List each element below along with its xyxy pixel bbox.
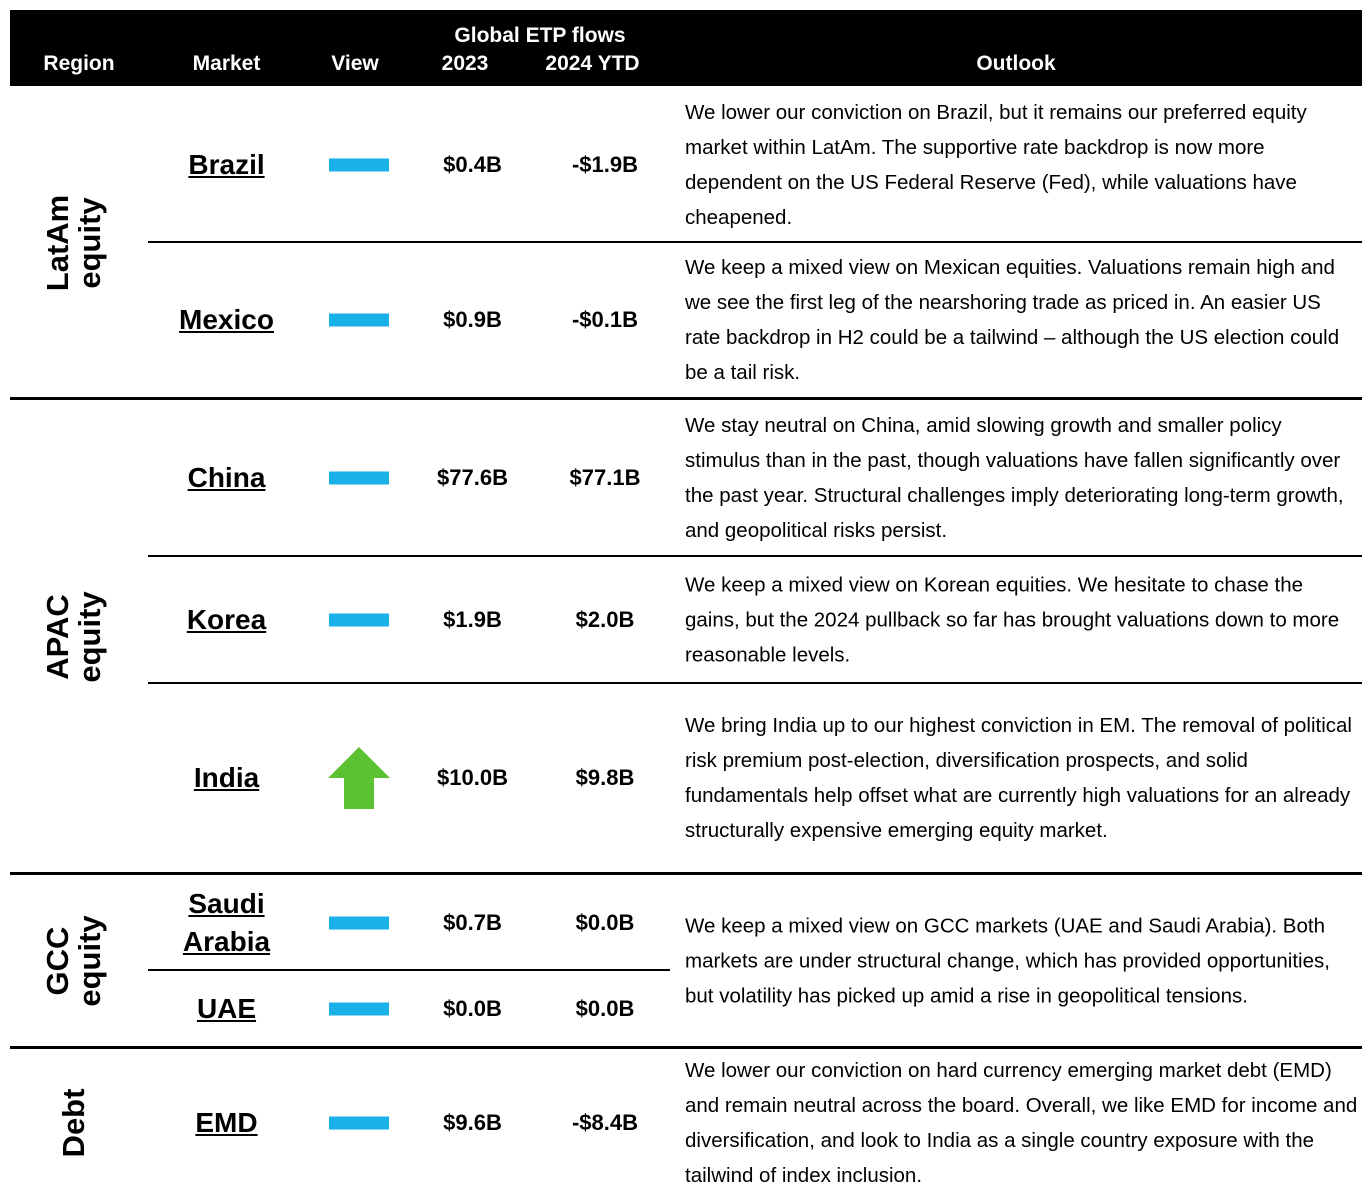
- market-name: Korea: [186, 603, 267, 635]
- header-view: View: [331, 52, 379, 75]
- header-2023: 2023: [441, 52, 489, 75]
- flows-2023: $0.0B: [443, 995, 502, 1021]
- flows-2023: $1.9B: [443, 606, 502, 632]
- outlook-text: We lower our conviction on hard currency…: [685, 1058, 1358, 1187]
- flows-2023: $9.6B: [443, 1109, 502, 1135]
- flows-2024: -$8.4B: [571, 1109, 639, 1135]
- flows-2024: $0.0B: [575, 909, 635, 935]
- header-bar: [10, 10, 1362, 86]
- row-divider: [148, 241, 1362, 243]
- neutral-dash: [329, 1002, 389, 1015]
- header-region: Region: [43, 52, 115, 75]
- outlook-text: We keep a mixed view on Mexican equities…: [685, 256, 1340, 384]
- row-divider: [148, 555, 1362, 557]
- neutral-dash: [329, 313, 389, 327]
- neutral-dash: [329, 613, 389, 626]
- region-label: APAC equity: [40, 590, 107, 683]
- region-divider: [10, 872, 1362, 875]
- up-arrow: [328, 747, 390, 809]
- region-label: LatAm equity: [40, 194, 107, 292]
- header-2024: 2024 YTD: [545, 52, 640, 75]
- region-label: Debt: [56, 1088, 91, 1157]
- flows-2024: $0.0B: [575, 995, 635, 1021]
- outlook-text: We keep a mixed view on GCC markets (UAE…: [685, 914, 1330, 1008]
- region-label-line: LatAm: [40, 194, 75, 292]
- flows-2023: $0.9B: [443, 307, 502, 332]
- flows-2024: $77.1B: [569, 465, 641, 490]
- flows-2023: $0.4B: [443, 152, 502, 177]
- market-name: India: [193, 762, 260, 793]
- header-flows: Global ETP flows: [454, 24, 626, 47]
- region-label: GCC equity: [40, 915, 107, 1007]
- region-label-line: equity: [72, 915, 107, 1007]
- flows-2023: $77.6B: [437, 465, 508, 490]
- neutral-dash: [329, 916, 389, 929]
- market-name: Brazil: [188, 149, 265, 180]
- market-name: EMD: [195, 1106, 258, 1138]
- outlook-text: We keep a mixed view on Korean equities.…: [685, 573, 1340, 666]
- neutral-dash: [329, 1116, 389, 1129]
- market-name: China: [187, 462, 266, 493]
- row-divider: [148, 682, 1362, 684]
- flows-2024: -$0.1B: [571, 307, 639, 332]
- outlook-text: We bring India up to our highest convict…: [685, 714, 1352, 842]
- flows-2023: $0.7B: [443, 909, 502, 935]
- neutral-dash: [329, 471, 389, 485]
- row-divider: [148, 969, 670, 971]
- region-divider: [10, 397, 1362, 400]
- flows-2024: $2.0B: [575, 606, 635, 632]
- header-market: Market: [192, 52, 261, 75]
- flows-2024: -$1.9B: [571, 152, 639, 177]
- flows-2023: $10.0B: [437, 765, 508, 790]
- flows-2024: $9.8B: [575, 765, 635, 790]
- region-label-line: GCC: [40, 926, 75, 996]
- neutral-dash: [329, 158, 389, 172]
- header-outlook: Outlook: [976, 52, 1056, 75]
- region-label-line: equity: [72, 197, 107, 289]
- region-label-line: APAC: [40, 593, 75, 680]
- region-label-line: Debt: [56, 1088, 91, 1157]
- region-divider: [10, 1046, 1362, 1049]
- market-name: Saudi Arabia: [182, 887, 271, 957]
- market-name: Mexico: [179, 304, 274, 335]
- market-name: UAE: [196, 992, 257, 1024]
- region-label-line: equity: [72, 590, 107, 683]
- outlook-text: We lower our conviction on Brazil, but i…: [685, 101, 1307, 229]
- outlook-text: We stay neutral on China, amid slowing g…: [685, 414, 1344, 542]
